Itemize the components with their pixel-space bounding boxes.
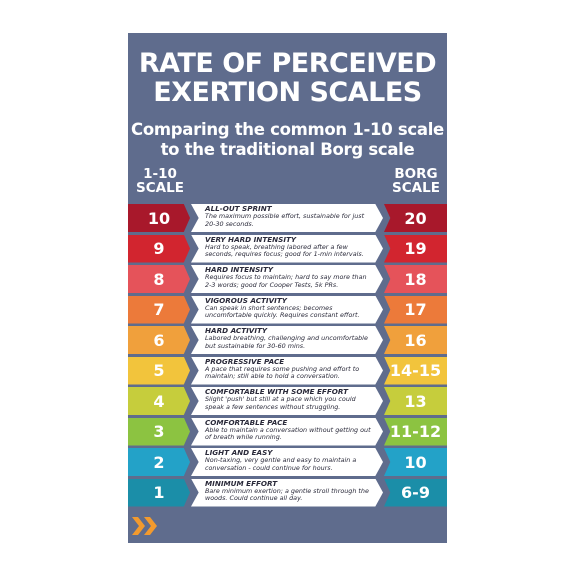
row-heading: LIGHT AND EASY: [205, 448, 273, 457]
left-header: SCALE: [136, 180, 184, 196]
row-description: Non-taxing, very gentle and easy to main…: [205, 456, 357, 472]
row-description: Labored breathing, challenging and uncom…: [205, 334, 368, 350]
row-description: The maximum possible effort, sustainable…: [205, 212, 365, 228]
subtitle-line: Comparing the common 1-10 scale: [131, 120, 444, 139]
description-box: VIGOROUS ACTIVITY Can speak in short sent…: [191, 295, 383, 324]
scale-badge: 1: [128, 478, 190, 507]
scale-badge: 5: [128, 356, 190, 385]
scale-badge: 3: [128, 417, 190, 446]
description-box: HARD INTENSITY Requires focus to maintain…: [191, 265, 383, 293]
row-description: Hard to speak, breathing labored after a…: [205, 242, 364, 259]
borg-badge: 16: [384, 326, 447, 354]
row-heading: COMFORTABLE WITH SOME EFFORT: [205, 387, 348, 396]
description-box: COMFORTABLE PACE Able to maintain a conve…: [191, 417, 383, 446]
left-header: 1-10: [143, 166, 177, 182]
borg-badge: 20: [384, 204, 447, 232]
borg-badge: 14-15: [384, 356, 447, 385]
row-heading: MINIMUM EFFORT: [205, 478, 278, 488]
borg-badge: 11-12: [384, 417, 447, 446]
scale-badge: 7: [128, 295, 190, 324]
description-box: ALL-OUT SPRINT The maximum possible effor…: [191, 204, 383, 232]
row-heading: COMFORTABLE PACE: [205, 417, 288, 427]
description-box: HARD ACTIVITY Labored breathing, challeng…: [191, 326, 383, 354]
row-description: Can speak in short sentences; becomes un…: [205, 303, 360, 320]
row-description: A pace that requires some pushing and ef…: [205, 364, 360, 381]
row-heading: VERY HARD INTENSITY: [205, 234, 297, 244]
borg-badge: 10: [384, 448, 447, 476]
right-header: BORG: [394, 166, 438, 182]
row-description: Slight 'push' but still at a pace which …: [205, 395, 356, 411]
scale-badge: 6: [128, 326, 190, 354]
row-description: Able to maintain a conversation without …: [205, 425, 371, 442]
borg-badge: 19: [384, 234, 447, 263]
subtitle-line: to the traditional Borg scale: [160, 140, 415, 159]
description-box: MINIMUM EFFORT Bare minimum exertion; a g…: [191, 478, 383, 507]
description-box: COMFORTABLE WITH SOME EFFORT Slight 'push…: [191, 387, 383, 415]
row-description: Bare minimum exertion; a gentle stroll t…: [205, 486, 369, 503]
chevrons: [132, 517, 157, 535]
borg-badge: 17: [384, 295, 447, 324]
borg-badge: 18: [384, 265, 447, 293]
borg-badge: 13: [384, 387, 447, 415]
scale-badge: 2: [128, 448, 190, 476]
poster: RATE OF PERCEIVED EXERTION SCALES Compar…: [128, 33, 447, 543]
row-heading: ALL-OUT SPRINT: [205, 204, 272, 213]
row-heading: VIGOROUS ACTIVITY: [205, 295, 287, 305]
scale-badge: 4: [128, 387, 190, 415]
title-line: RATE OF PERCEIVED: [138, 48, 437, 79]
scale-badge: 9: [128, 234, 190, 263]
row-heading: HARD ACTIVITY: [205, 326, 268, 335]
scale-badge: 8: [128, 265, 190, 293]
description-box: LIGHT AND EASY Non-taxing, very gentle an…: [191, 448, 383, 476]
row-heading: HARD INTENSITY: [205, 265, 274, 274]
row-description: Requires focus to maintain; hard to say …: [205, 273, 367, 289]
title-line: EXERTION SCALES: [153, 77, 422, 108]
description-box: VERY HARD INTENSITY Hard to speak, breath…: [191, 234, 383, 263]
right-header: SCALE: [392, 180, 440, 196]
scale-badge: 10: [128, 204, 190, 232]
row-heading: PROGRESSIVE PACE: [205, 356, 285, 366]
description-box: PROGRESSIVE PACE A pace that requires som…: [191, 356, 383, 385]
chevron-icon: [132, 517, 157, 535]
borg-badge: 6-9: [384, 478, 447, 507]
